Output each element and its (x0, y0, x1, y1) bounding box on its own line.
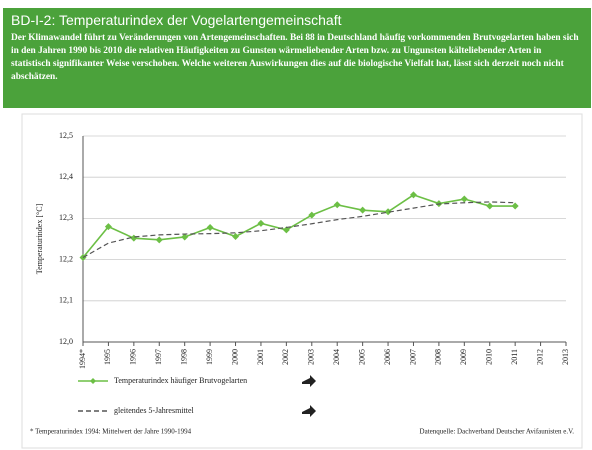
y-tick-label: 12,4 (59, 172, 73, 181)
marker (282, 226, 290, 234)
description: Der Klimawandel führt zu Veränderungen v… (11, 33, 579, 82)
header: BD-I-2: Temperaturindex der Vogelartenge… (3, 8, 591, 108)
marker (257, 219, 265, 227)
x-tick-label: 2001 (256, 349, 265, 365)
marker (460, 195, 468, 203)
title: BD-I-2: Temperaturindex der Vogelartenge… (11, 12, 342, 28)
marker (232, 233, 240, 241)
y-tick-label: 12,0 (59, 337, 73, 346)
x-tick-label: 2004 (332, 349, 341, 365)
arrow-icon (302, 405, 316, 417)
marker (359, 206, 367, 214)
x-tick-label: 1994* (78, 349, 87, 369)
x-tick-label: 2011 (510, 349, 519, 365)
marker (206, 223, 214, 231)
legend-label: Temperaturindex häufiger Brutvogelarten (114, 376, 247, 385)
y-tick-label: 12,2 (59, 254, 73, 263)
series-line (82, 201, 516, 259)
x-tick-label: 2010 (485, 349, 494, 365)
marker (409, 191, 417, 199)
x-tick-label: 2012 (535, 349, 544, 365)
x-tick-label: 2006 (383, 349, 392, 365)
chart: 12,0 12,1 12,2 12,3 12,4 12,5 Temperaturindex … (21, 113, 583, 449)
y-tick-label: 12,5 (59, 131, 73, 140)
marker (308, 211, 316, 219)
x-tick-label: 2009 (459, 349, 468, 365)
legend-label: gleitendes 5-Jahresmittel (114, 406, 195, 415)
chart-frame (21, 113, 583, 449)
marker (333, 201, 341, 209)
marker (181, 233, 189, 241)
marker (511, 202, 519, 210)
source: Datenquelle: Dachverband Deutscher Avifa… (420, 428, 575, 436)
x-tick-label: 1997 (154, 349, 163, 365)
x-tick-label: 1999 (205, 349, 214, 365)
marker (104, 223, 112, 231)
x-tick-label: 2002 (281, 349, 290, 365)
x-tick-label: 1996 (129, 349, 138, 365)
arrow-icon (302, 375, 316, 387)
x-tick-label: 1995 (103, 349, 112, 365)
x-tick-label: 1998 (180, 349, 189, 365)
x-tick-label: 2003 (307, 349, 316, 365)
footnote: * Temperaturindex 1994: Mittelwert der J… (30, 428, 192, 436)
marker (155, 236, 163, 244)
marker (486, 202, 494, 210)
marker (130, 234, 138, 242)
x-tick-label: 2005 (357, 349, 366, 365)
series-line (82, 194, 516, 259)
marker (384, 208, 392, 216)
y-axis-label: Temperaturindex [°C] (35, 203, 44, 274)
x-tick-label: 2000 (230, 349, 239, 365)
x-tick-label: 2007 (408, 349, 417, 365)
x-tick-label: 2013 (561, 349, 570, 365)
y-tick-label: 12,3 (59, 213, 73, 222)
x-tick-label: 2008 (434, 349, 443, 365)
y-tick-label: 12,1 (59, 296, 73, 305)
legend-marker (90, 378, 96, 384)
